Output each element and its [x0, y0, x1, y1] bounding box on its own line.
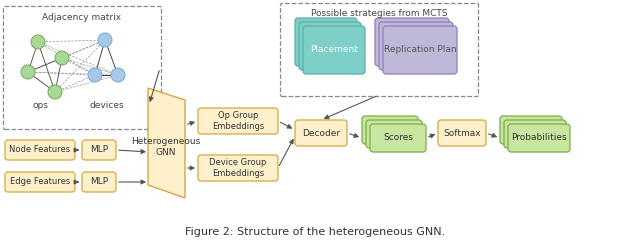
Circle shape: [98, 33, 112, 47]
Text: Replication Plan: Replication Plan: [384, 46, 456, 54]
FancyBboxPatch shape: [82, 140, 116, 160]
Text: MLP: MLP: [90, 178, 108, 187]
FancyBboxPatch shape: [5, 140, 75, 160]
FancyBboxPatch shape: [303, 26, 365, 74]
Text: Scores: Scores: [383, 134, 413, 142]
Text: devices: devices: [90, 100, 124, 109]
FancyBboxPatch shape: [295, 120, 347, 146]
Text: Heterogeneous
GNN: Heterogeneous GNN: [131, 137, 200, 157]
Text: ops: ops: [32, 100, 48, 109]
FancyBboxPatch shape: [280, 4, 479, 96]
Text: Softmax: Softmax: [443, 128, 481, 138]
Text: Device Group
Embeddings: Device Group Embeddings: [209, 158, 267, 178]
FancyBboxPatch shape: [3, 7, 161, 129]
FancyBboxPatch shape: [370, 124, 426, 152]
FancyBboxPatch shape: [375, 18, 449, 66]
Text: Possible strategies from MCTS: Possible strategies from MCTS: [311, 9, 447, 19]
FancyBboxPatch shape: [504, 120, 566, 148]
FancyBboxPatch shape: [198, 155, 278, 181]
FancyBboxPatch shape: [438, 120, 486, 146]
FancyBboxPatch shape: [508, 124, 570, 152]
Circle shape: [48, 85, 62, 99]
FancyBboxPatch shape: [366, 120, 422, 148]
Text: Placement: Placement: [310, 46, 358, 54]
Circle shape: [21, 65, 35, 79]
Circle shape: [88, 68, 102, 82]
FancyBboxPatch shape: [383, 26, 457, 74]
Text: Adjacency matrix: Adjacency matrix: [42, 13, 122, 21]
Circle shape: [111, 68, 125, 82]
FancyBboxPatch shape: [82, 172, 116, 192]
FancyBboxPatch shape: [299, 22, 361, 70]
Circle shape: [31, 35, 45, 49]
Text: Figure 2: Structure of the heterogeneous GNN.: Figure 2: Structure of the heterogeneous…: [185, 227, 445, 237]
Text: Node Features: Node Features: [10, 146, 70, 154]
FancyBboxPatch shape: [500, 116, 562, 144]
Text: Decoder: Decoder: [302, 128, 340, 138]
FancyBboxPatch shape: [198, 108, 278, 134]
Text: Op Group
Embeddings: Op Group Embeddings: [212, 111, 264, 131]
FancyBboxPatch shape: [362, 116, 418, 144]
FancyBboxPatch shape: [295, 18, 357, 66]
FancyBboxPatch shape: [379, 22, 453, 70]
FancyBboxPatch shape: [5, 172, 75, 192]
Polygon shape: [148, 88, 185, 198]
Text: MLP: MLP: [90, 146, 108, 154]
Text: Edge Features: Edge Features: [10, 178, 70, 187]
Circle shape: [55, 51, 69, 65]
Text: Probabilities: Probabilities: [511, 134, 567, 142]
